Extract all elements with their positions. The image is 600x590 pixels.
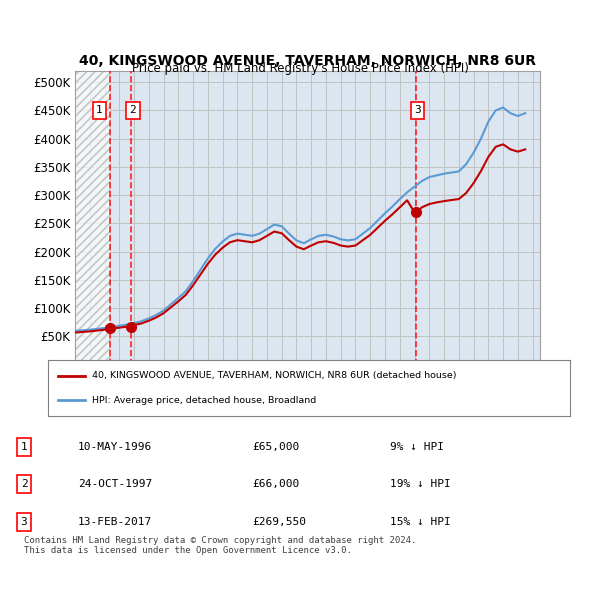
Text: HPI: Average price, detached house, Broadland: HPI: Average price, detached house, Broa… (92, 396, 317, 405)
Bar (75, 71, 110, 365)
Text: £66,000: £66,000 (252, 479, 299, 489)
Text: 1: 1 (20, 442, 28, 452)
Text: 13-FEB-2017: 13-FEB-2017 (78, 517, 152, 527)
Text: 40, KINGSWOOD AVENUE, TAVERHAM, NORWICH, NR8 6UR (detached house): 40, KINGSWOOD AVENUE, TAVERHAM, NORWICH,… (92, 371, 457, 380)
Text: 9% ↓ HPI: 9% ↓ HPI (390, 442, 444, 452)
Text: 3: 3 (20, 517, 28, 527)
Text: 1: 1 (96, 106, 103, 116)
Text: 19% ↓ HPI: 19% ↓ HPI (390, 479, 451, 489)
Text: 2: 2 (20, 479, 28, 489)
Text: 3: 3 (415, 106, 421, 116)
Bar (75, 71, 110, 365)
Title: 40, KINGSWOOD AVENUE, TAVERHAM, NORWICH, NR8 6UR: 40, KINGSWOOD AVENUE, TAVERHAM, NORWICH,… (79, 54, 536, 68)
Text: 15% ↓ HPI: 15% ↓ HPI (390, 517, 451, 527)
Text: 24-OCT-1997: 24-OCT-1997 (78, 479, 152, 489)
Text: Price paid vs. HM Land Registry's House Price Index (HPI): Price paid vs. HM Land Registry's House … (131, 62, 469, 75)
Text: £65,000: £65,000 (252, 442, 299, 452)
Text: Contains HM Land Registry data © Crown copyright and database right 2024.
This d: Contains HM Land Registry data © Crown c… (24, 536, 416, 555)
Text: 10-MAY-1996: 10-MAY-1996 (78, 442, 152, 452)
Text: £269,550: £269,550 (252, 517, 306, 527)
Text: 2: 2 (130, 106, 136, 116)
